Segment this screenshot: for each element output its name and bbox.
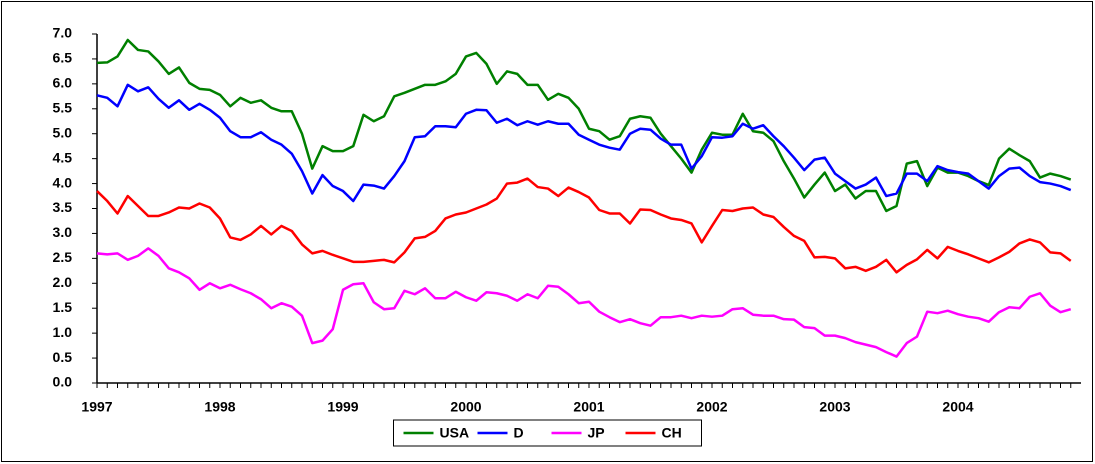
y-tick-label: 4.5 [53,149,73,165]
y-tick-label: 0.5 [53,349,73,365]
x-tick-label: 2002 [696,399,727,415]
y-tick-label: 5.0 [53,124,73,140]
x-tick-label: 2001 [573,399,604,415]
x-tick-label: 2000 [450,399,481,415]
y-tick-label: 7.0 [53,25,73,41]
y-tick-label: 3.5 [53,199,73,215]
x-tick-label: 1999 [327,399,358,415]
series-line [96,83,1072,203]
x-tick-label: 2003 [819,399,850,415]
y-tick-label: 6.0 [53,75,73,91]
y-tick-label: 5.5 [53,99,73,115]
y-tick-label: 3.0 [53,224,73,240]
x-tick-label: 1997 [81,399,112,415]
legend-label: USA [440,425,470,441]
legend-label: JP [588,425,605,441]
y-tick-label: 6.5 [53,50,73,66]
legend-label: CH [662,425,682,441]
series-line [96,247,1072,358]
y-tick-label: 2.5 [53,249,73,265]
legend-label: D [514,425,524,441]
y-tick-label: 1.0 [53,324,73,340]
x-tick-label: 2004 [942,399,973,415]
y-tick-label: 4.0 [53,174,73,190]
y-tick-label: 2.0 [53,274,73,290]
series-line [96,177,1072,274]
series-line [96,38,1072,213]
y-tick-label: 0.0 [53,374,73,390]
y-tick-label: 1.5 [53,299,73,315]
x-tick-label: 1998 [204,399,235,415]
